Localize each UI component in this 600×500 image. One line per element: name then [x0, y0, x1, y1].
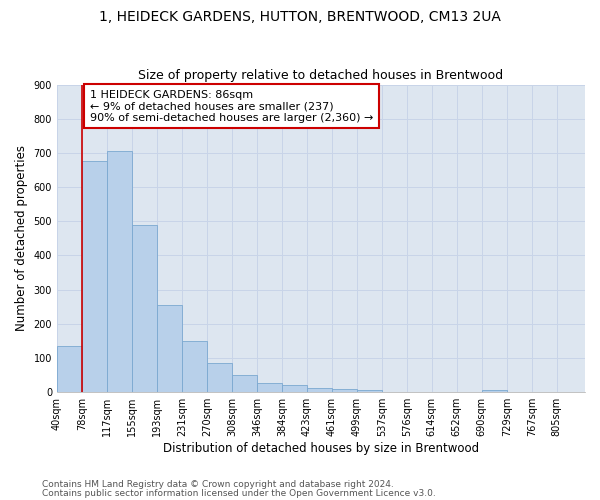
- Bar: [282, 386, 307, 392]
- Text: Contains HM Land Registry data © Crown copyright and database right 2024.: Contains HM Land Registry data © Crown c…: [42, 480, 394, 489]
- Bar: [82, 162, 107, 392]
- Bar: [357, 390, 382, 392]
- Bar: [182, 341, 207, 392]
- Bar: [482, 390, 507, 392]
- Title: Size of property relative to detached houses in Brentwood: Size of property relative to detached ho…: [139, 69, 503, 82]
- Text: 1 HEIDECK GARDENS: 86sqm
← 9% of detached houses are smaller (237)
90% of semi-d: 1 HEIDECK GARDENS: 86sqm ← 9% of detache…: [90, 90, 373, 123]
- Bar: [307, 388, 332, 392]
- Bar: [332, 390, 357, 392]
- Bar: [132, 224, 157, 392]
- Text: 1, HEIDECK GARDENS, HUTTON, BRENTWOOD, CM13 2UA: 1, HEIDECK GARDENS, HUTTON, BRENTWOOD, C…: [99, 10, 501, 24]
- Bar: [57, 346, 82, 392]
- Bar: [107, 151, 132, 392]
- X-axis label: Distribution of detached houses by size in Brentwood: Distribution of detached houses by size …: [163, 442, 479, 455]
- Bar: [157, 305, 182, 392]
- Bar: [232, 375, 257, 392]
- Y-axis label: Number of detached properties: Number of detached properties: [15, 146, 28, 332]
- Bar: [257, 382, 282, 392]
- Text: Contains public sector information licensed under the Open Government Licence v3: Contains public sector information licen…: [42, 488, 436, 498]
- Bar: [207, 363, 232, 392]
